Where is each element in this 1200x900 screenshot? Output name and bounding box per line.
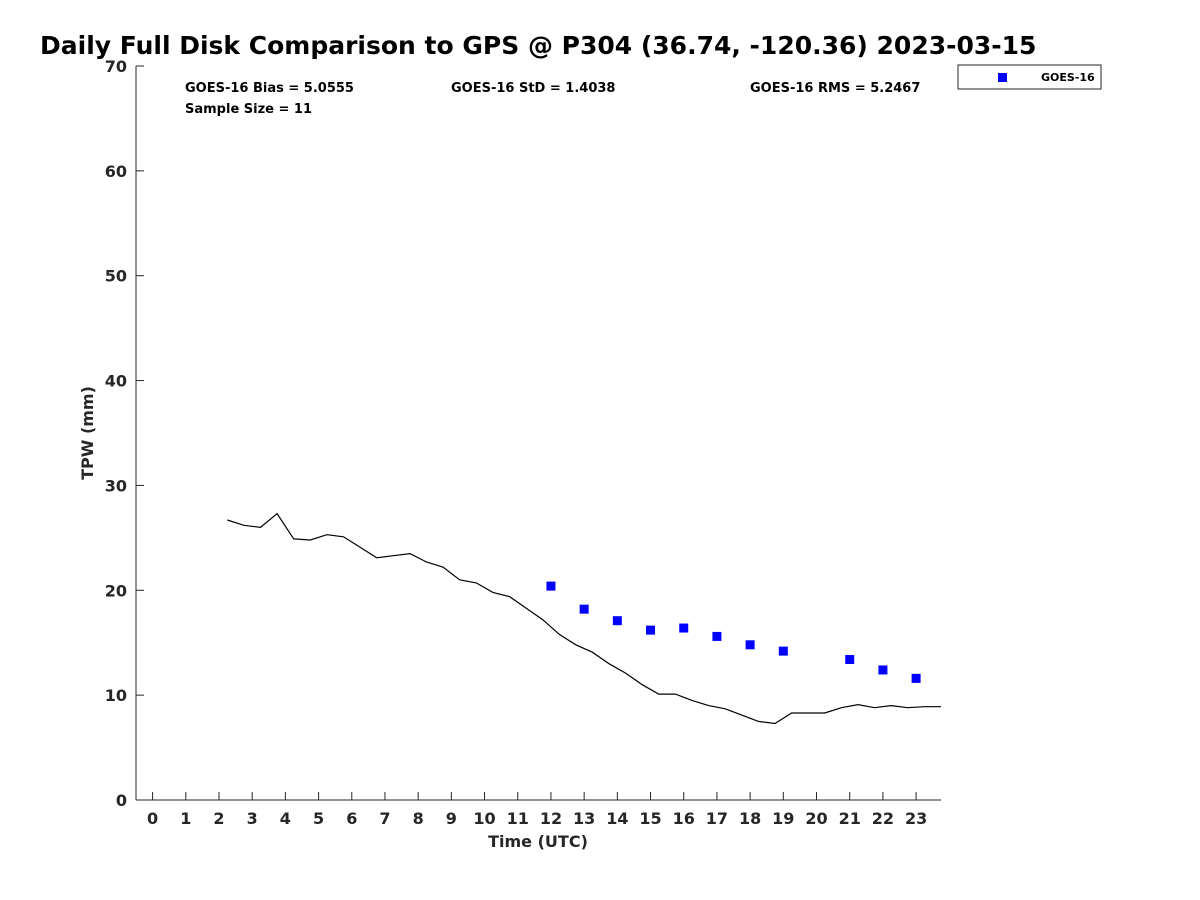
bias-stat: GOES-16 Bias = 5.0555: [185, 81, 354, 96]
goes16-data-point: [911, 673, 921, 683]
y-tick-label: 0: [116, 791, 127, 810]
goes16-data-point: [745, 640, 755, 650]
x-tick-label: 20: [805, 809, 827, 828]
goes16-data-point: [646, 625, 656, 635]
legend-box: [957, 64, 1102, 90]
goes16-data-point: [778, 646, 788, 656]
x-tick-label: 8: [413, 809, 424, 828]
series-layer: [227, 512, 941, 725]
y-tick-label: 40: [105, 372, 127, 391]
x-tick-label: 21: [839, 809, 861, 828]
y-tick-label: 10: [105, 686, 127, 705]
x-tick-label: 9: [446, 809, 457, 828]
y-tick-label: 60: [105, 162, 127, 181]
legend: GOES-16: [957, 64, 1102, 90]
x-tick-label: 15: [639, 809, 661, 828]
gps-tpw-line: [227, 512, 941, 725]
x-tick-label: 1: [180, 809, 191, 828]
x-tick-label: 16: [673, 809, 695, 828]
x-tick-label: 22: [872, 809, 894, 828]
rms-stat: GOES-16 RMS = 5.2467: [750, 81, 920, 96]
x-tick-label: 5: [313, 809, 324, 828]
x-tick-label: 23: [905, 809, 927, 828]
x-tick-label: 13: [573, 809, 595, 828]
x-tick-label: 12: [540, 809, 562, 828]
x-tick-label: 11: [507, 809, 529, 828]
y-tick-label: 30: [105, 476, 127, 495]
std-stat: GOES-16 StD = 1.4038: [451, 81, 615, 96]
x-ticks: 0 1 2 3 4 5 6 7 8 9 10 11 12 13 14 15 16 17 18 19 20 21 22 23: [147, 792, 927, 828]
goes16-data-point: [679, 623, 689, 633]
x-tick-label: 14: [606, 809, 628, 828]
legend-label: GOES-16: [1041, 71, 1095, 84]
x-tick-label: 6: [346, 809, 357, 828]
goes16-data-point: [612, 616, 622, 626]
y-tick-label: 70: [105, 57, 127, 76]
goes16-data-point: [712, 631, 722, 641]
x-tick-label: 2: [213, 809, 224, 828]
sample-size-stat: Sample Size = 11: [185, 102, 312, 117]
x-tick-label: 18: [739, 809, 761, 828]
y-axis-label: TPW (mm): [78, 386, 97, 480]
x-tick-label: 3: [247, 809, 258, 828]
goes16-data-point: [579, 604, 589, 614]
goes16-data-point: [878, 665, 888, 675]
chart-title: Daily Full Disk Comparison to GPS @ P304…: [40, 31, 1036, 60]
y-tick-label: 20: [105, 581, 127, 600]
y-tick-label: 50: [105, 267, 127, 286]
goes16-data-point: [845, 654, 855, 664]
y-ticks: 0 10 20 30 40 50 60 70: [105, 57, 144, 810]
x-tick-label: 19: [772, 809, 794, 828]
legend-marker: [998, 73, 1007, 82]
x-tick-label: 4: [280, 809, 291, 828]
goes16-data-point: [546, 581, 556, 591]
x-axis-label: Time (UTC): [488, 832, 588, 851]
x-tick-label: 17: [706, 809, 728, 828]
x-tick-label: 7: [379, 809, 390, 828]
x-tick-label: 10: [473, 809, 495, 828]
x-tick-label: 0: [147, 809, 158, 828]
